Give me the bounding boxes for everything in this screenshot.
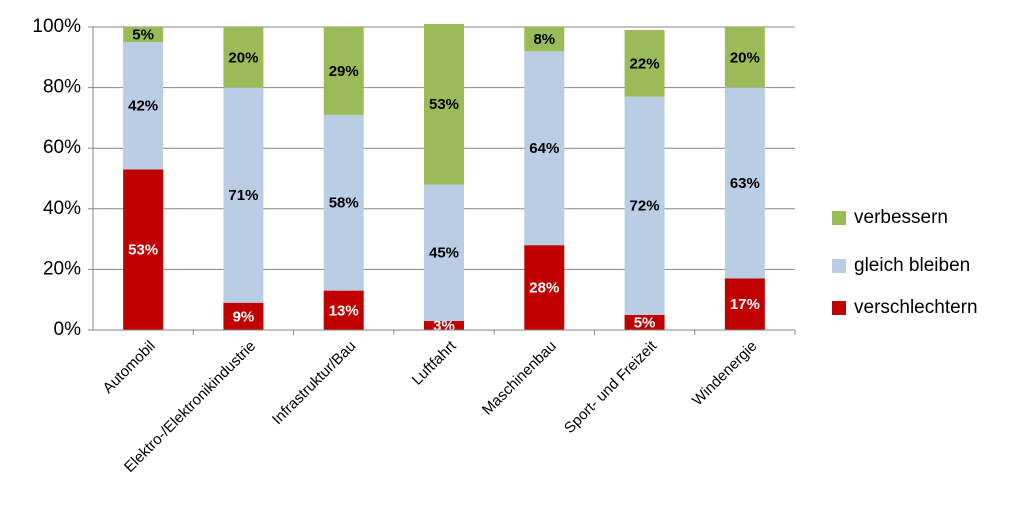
value-label: 72% xyxy=(630,198,660,215)
y-tick-label: 100% xyxy=(32,16,81,37)
bar-segment xyxy=(624,96,665,315)
value-label: 53% xyxy=(429,96,459,113)
x-tick-label: Luftfahrt xyxy=(409,337,461,389)
bar-segment xyxy=(724,87,765,279)
bar-segment xyxy=(524,27,565,52)
bar-segment xyxy=(223,302,264,330)
y-tick-label: 20% xyxy=(43,258,81,279)
bar-segment xyxy=(424,184,464,321)
value-label: 53% xyxy=(128,242,158,259)
bar-segment xyxy=(424,23,464,185)
bar-segment xyxy=(724,278,765,330)
bar-segment xyxy=(524,51,565,246)
value-label: 13% xyxy=(329,302,359,319)
y-tick-label: 80% xyxy=(43,77,81,98)
x-tick-label: Maschinenbau xyxy=(479,338,560,419)
value-label: 22% xyxy=(630,55,660,72)
bar-segment xyxy=(223,27,264,88)
bar-segment xyxy=(323,27,364,115)
value-label: 9% xyxy=(233,308,255,325)
legend-label: verbessern xyxy=(854,207,948,228)
y-tick-label: 60% xyxy=(43,137,81,158)
x-tick-label: Sport- und Freizeit xyxy=(561,337,661,437)
bar-segment xyxy=(323,290,364,330)
bar-segment xyxy=(624,30,665,97)
legend-label: gleich bleiben xyxy=(854,255,970,276)
value-label: 45% xyxy=(429,245,459,262)
value-label: 58% xyxy=(329,195,359,212)
value-label: 20% xyxy=(730,49,760,66)
value-label: 5% xyxy=(132,27,154,44)
bar-segment xyxy=(624,314,665,330)
legend-swatch xyxy=(832,259,846,273)
value-label: 20% xyxy=(228,49,258,66)
bar-segment xyxy=(424,320,464,330)
x-tick-label: Windenergie xyxy=(689,338,761,410)
value-label: 29% xyxy=(329,63,359,80)
bar-segment xyxy=(123,27,164,43)
legend-label: verschlechtern xyxy=(854,297,978,318)
bar-segment xyxy=(123,169,164,330)
value-label: 71% xyxy=(228,187,258,204)
value-label: 8% xyxy=(533,31,555,48)
value-label: 17% xyxy=(730,296,760,313)
y-tick-label: 0% xyxy=(54,319,82,340)
bar-segment xyxy=(123,42,164,170)
value-label: 28% xyxy=(529,280,559,297)
bar-segment xyxy=(223,87,264,303)
value-label: 64% xyxy=(529,140,559,157)
bar-segment xyxy=(323,114,364,291)
value-label: 5% xyxy=(634,314,656,331)
bar-segment xyxy=(524,245,565,330)
legend-swatch xyxy=(832,301,846,315)
x-tick-label: Automobil xyxy=(100,338,159,397)
legend-swatch xyxy=(832,211,846,225)
x-tick-label: Infrastruktur/Bau xyxy=(269,338,359,428)
value-label: 42% xyxy=(128,98,158,115)
y-tick-label: 40% xyxy=(43,198,81,219)
value-label: 63% xyxy=(730,175,760,192)
bar-segment xyxy=(724,27,765,88)
